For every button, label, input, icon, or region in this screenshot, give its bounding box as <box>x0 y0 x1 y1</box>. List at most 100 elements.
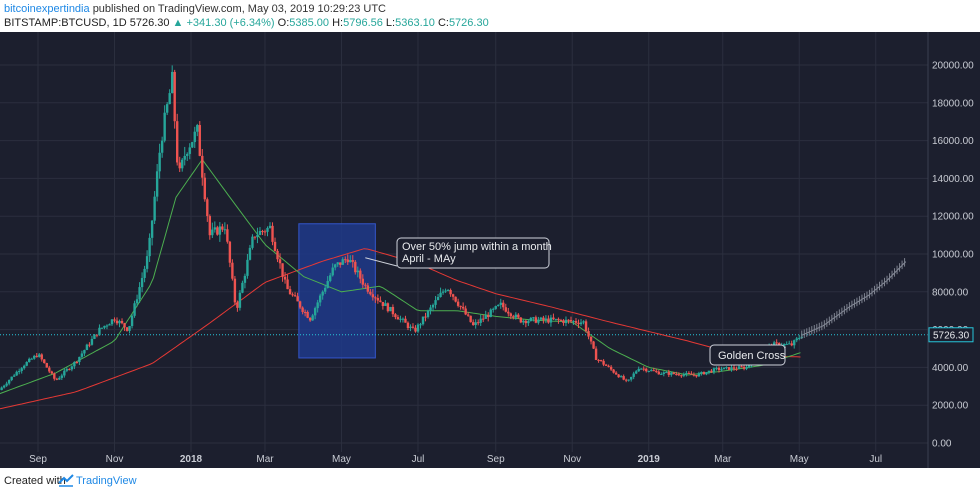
candle-body <box>25 361 28 366</box>
candle-body <box>306 312 309 318</box>
candle-body <box>339 262 342 265</box>
candle-body <box>241 282 244 293</box>
candle-body <box>80 353 84 357</box>
candle-body <box>381 301 385 306</box>
y-grid <box>0 64 928 444</box>
candle-body <box>130 315 134 327</box>
candle-body <box>286 279 289 290</box>
candle-body <box>35 355 38 357</box>
candle-body <box>732 367 736 369</box>
candle-body <box>88 344 91 346</box>
candle-body <box>374 297 377 299</box>
candle-body <box>411 326 415 328</box>
candle-body <box>441 291 445 293</box>
candle-body <box>5 383 8 386</box>
candle-body <box>662 372 665 374</box>
y-tick-label: 4000.00 <box>932 363 969 374</box>
candle-body <box>519 317 523 323</box>
candle-body <box>695 374 698 377</box>
x-tick-label: Nov <box>563 454 581 465</box>
candle-body <box>399 318 402 320</box>
candle-body <box>680 375 683 377</box>
candle-body <box>645 368 648 372</box>
candle-body <box>364 284 367 286</box>
candle-body <box>624 379 628 381</box>
candle-body <box>379 300 382 302</box>
candle-body <box>38 354 41 357</box>
candle-body <box>366 285 370 292</box>
current-price-tag-box <box>928 327 974 343</box>
candle-body <box>742 366 746 369</box>
candle-body <box>191 142 194 148</box>
candle-body <box>685 372 688 375</box>
candle-body <box>569 320 573 322</box>
candle-body <box>574 321 578 323</box>
candle-body <box>720 369 723 371</box>
candle-body <box>236 302 239 308</box>
candle-body <box>461 306 465 309</box>
candle-body <box>487 315 490 318</box>
candle-body <box>454 296 457 302</box>
candle-body <box>609 366 613 370</box>
candle-body <box>271 225 274 242</box>
ohlc-line: BITSTAMP:BTCUSD, 1D 5726.30 ▲ +341.30 (+… <box>4 17 489 29</box>
tradingview-brand[interactable]: TradingView <box>76 475 137 487</box>
jump-callout: Over 50% jump within a month April - MAy <box>365 237 552 269</box>
candle-body <box>73 361 76 367</box>
candle-body <box>145 256 149 269</box>
candle-body <box>251 236 254 248</box>
candle-body <box>386 303 390 312</box>
candle-body <box>414 327 417 332</box>
candle-body <box>168 93 171 105</box>
candle-body <box>409 326 412 329</box>
y-tick-label: 14000.00 <box>932 174 974 185</box>
change-arrow-icon: ▲ <box>172 17 184 29</box>
candle-body <box>539 317 543 320</box>
candle-body <box>7 380 11 384</box>
candle-body <box>293 295 297 297</box>
candle-body <box>316 302 319 309</box>
x-axis-labels: Sep Nov 2018 Mar May Jul Sep Nov 2019 Mar May Jul <box>29 454 882 465</box>
price-chart[interactable]: Over 50% jump within a month April - MAy… <box>0 32 980 468</box>
candle-body <box>439 292 442 298</box>
candle-body <box>602 360 605 365</box>
x-tick-label: Mar <box>256 454 274 465</box>
candle-body <box>562 320 565 324</box>
candle-body <box>85 344 89 351</box>
candle-body <box>436 297 440 301</box>
candle-body <box>196 125 199 132</box>
candle-body <box>705 372 708 375</box>
candle-body <box>722 367 726 370</box>
candle-body <box>303 311 307 313</box>
candle-body <box>582 321 585 323</box>
candle-body <box>682 374 686 376</box>
candle-body <box>489 309 492 318</box>
jump-callout-pointer <box>365 257 398 267</box>
candle-body <box>464 308 467 315</box>
author-link[interactable]: bitcoinexpertindia <box>4 3 90 15</box>
x-tick-label: Nov <box>106 454 124 465</box>
candle-body <box>614 372 618 375</box>
candle-body <box>273 241 277 251</box>
candle-body <box>213 227 217 230</box>
candle-body <box>53 373 56 379</box>
candle-body <box>419 324 422 326</box>
candle-body <box>717 367 721 371</box>
chart-area[interactable]: Over 50% jump within a month April - MAy… <box>0 32 980 468</box>
candle-body <box>336 262 339 265</box>
candle-body <box>504 307 507 312</box>
candle-body <box>93 334 96 339</box>
candle-body <box>354 261 357 273</box>
candle-body <box>115 320 119 324</box>
golden-cross-callout: Golden Cross <box>709 344 786 366</box>
candle-body <box>499 302 502 305</box>
candle-body <box>599 360 603 362</box>
candle-body <box>790 343 793 346</box>
last-price: 5726.30 <box>129 17 170 29</box>
candle-body <box>544 318 548 321</box>
candle-body <box>158 152 161 172</box>
candle-body <box>735 368 738 370</box>
x-tick-label: Sep <box>29 454 47 465</box>
candle-body <box>449 289 452 295</box>
candle-body <box>283 276 287 280</box>
